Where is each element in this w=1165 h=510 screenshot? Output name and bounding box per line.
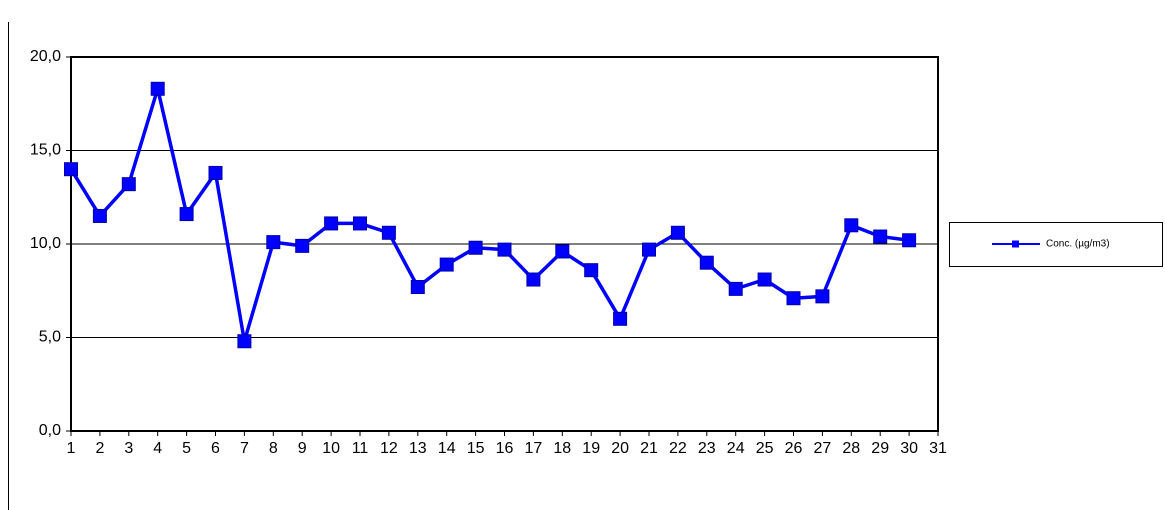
x-tick-label: 19 (582, 440, 600, 457)
data-point (757, 272, 772, 287)
data-point (64, 162, 78, 177)
x-tick-label: 18 (553, 440, 571, 457)
data-point (873, 229, 888, 244)
data-point (295, 238, 310, 253)
x-tick-label: 31 (929, 440, 947, 457)
x-tick-label: 15 (467, 440, 485, 457)
x-tick-label: 11 (352, 440, 369, 457)
x-tick-label: 6 (211, 440, 220, 457)
data-point (468, 240, 483, 255)
data-point (208, 165, 223, 180)
data-point (815, 289, 830, 304)
data-point (786, 291, 801, 306)
x-tick-label: 27 (814, 440, 832, 457)
data-point (844, 218, 859, 233)
x-tick-label: 7 (240, 440, 249, 457)
x-tick-label: 4 (153, 440, 162, 457)
x-tick-label: 16 (496, 440, 514, 457)
data-point (670, 225, 685, 240)
data-point (237, 334, 252, 349)
data-point (902, 233, 917, 248)
data-point (150, 81, 165, 96)
data-point (497, 242, 512, 257)
data-point (92, 208, 107, 223)
y-tick-label: 10,0 (30, 235, 61, 252)
x-tick-label: 22 (669, 440, 687, 457)
y-tick-label: 15,0 (30, 142, 61, 159)
x-tick-label: 30 (900, 440, 918, 457)
x-tick-label: 8 (269, 440, 278, 457)
x-tick-label: 13 (409, 440, 427, 457)
x-tick-label: 23 (698, 440, 716, 457)
data-point (555, 244, 570, 259)
data-point (266, 235, 281, 250)
data-point (526, 272, 541, 287)
data-point (699, 255, 714, 270)
x-tick-label: 12 (380, 440, 398, 457)
x-tick-label: 14 (438, 440, 456, 457)
data-point (410, 280, 425, 295)
x-tick-label: 26 (785, 440, 803, 457)
y-tick-label: 5,0 (39, 329, 61, 346)
data-point (728, 281, 743, 296)
data-point (584, 263, 599, 278)
data-point (613, 311, 628, 326)
x-tick-label: 28 (842, 440, 860, 457)
legend-marker (1012, 240, 1019, 248)
data-point (642, 242, 656, 257)
data-point (439, 257, 454, 272)
data-point (179, 207, 194, 222)
x-tick-label: 2 (95, 440, 104, 457)
x-tick-label: 20 (611, 440, 629, 457)
data-point (353, 216, 367, 231)
x-tick-label: 1 (67, 440, 76, 457)
legend-box (949, 222, 1163, 267)
x-tick-label: 24 (727, 440, 745, 457)
x-tick-label: 5 (182, 440, 191, 457)
x-tick-label: 25 (756, 440, 774, 457)
data-point (324, 216, 339, 231)
data-point (121, 177, 136, 192)
x-tick-label: 3 (124, 440, 133, 457)
y-tick-label: 20,0 (30, 48, 61, 65)
x-tick-label: 21 (640, 440, 658, 457)
legend-label: Conc. (µg/m3) (1046, 239, 1110, 250)
data-point (381, 225, 396, 240)
series-line (69, 87, 910, 343)
y-tick-label: 0,0 (39, 422, 61, 439)
x-tick-label: 9 (298, 440, 307, 457)
x-tick-label: 17 (525, 440, 543, 457)
x-tick-label: 10 (322, 440, 340, 457)
x-tick-label: 29 (871, 440, 889, 457)
